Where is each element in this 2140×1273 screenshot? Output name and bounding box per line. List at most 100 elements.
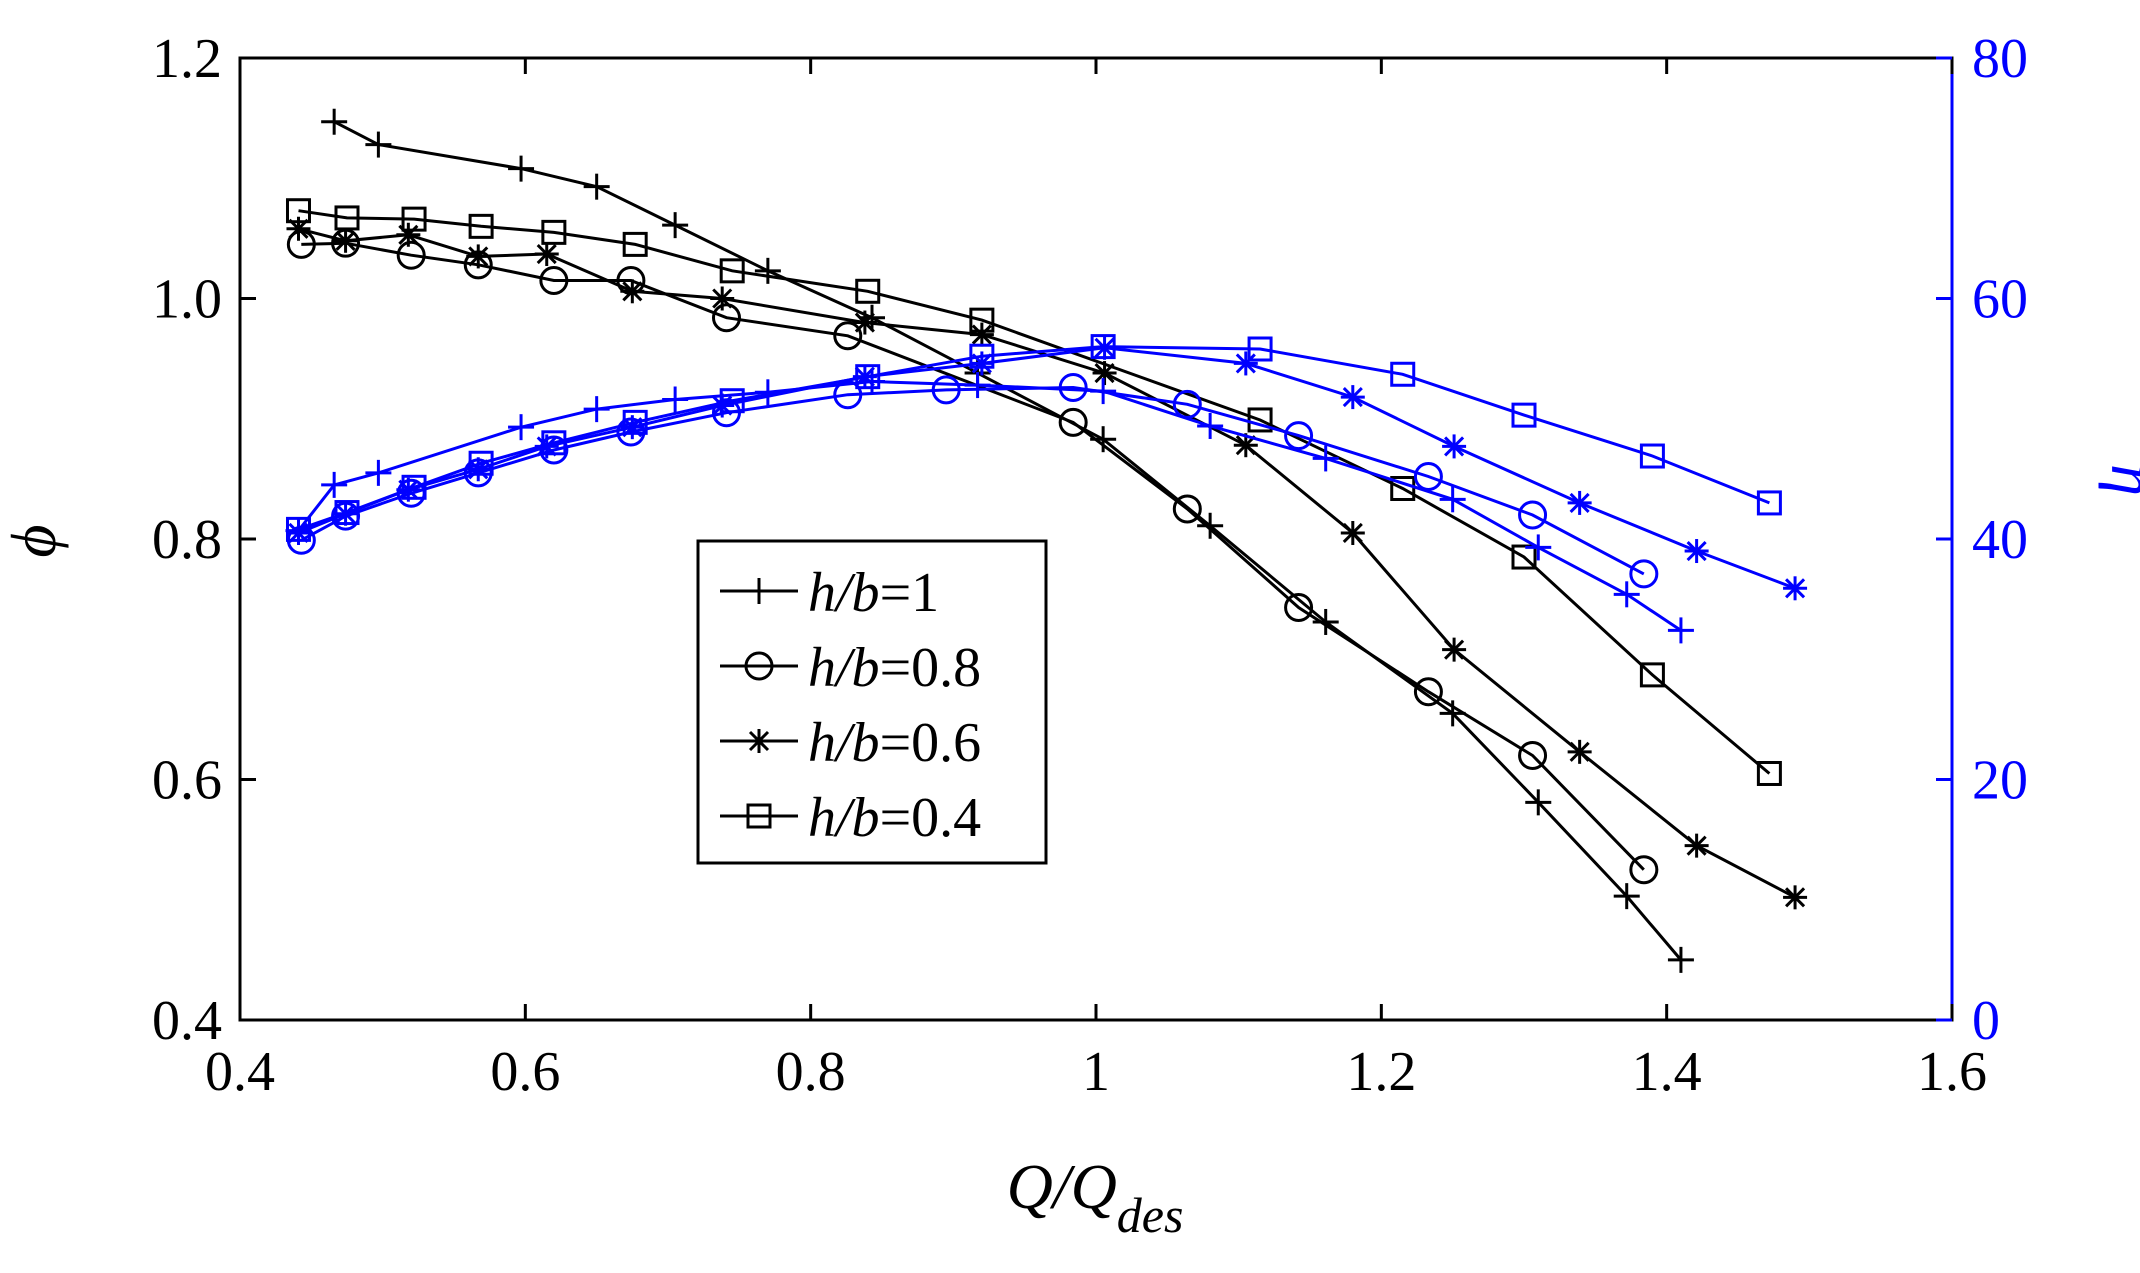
legend-label-var: h/b <box>808 787 880 849</box>
y-left-tick-label: 1.0 <box>152 269 222 331</box>
eta-point-2-13-d <box>1569 492 1590 513</box>
x-axis-title-sub: des <box>1117 1187 1184 1243</box>
phi-point-0-4 <box>662 212 689 239</box>
phi-point-2-5 <box>620 279 645 304</box>
phi-point-1-9-ring <box>1172 494 1202 524</box>
phi-point-0-10 <box>1312 608 1339 635</box>
y-left-tick-label: 0.8 <box>152 509 222 571</box>
phi-point-2-14-d <box>1686 835 1707 856</box>
phi-point-2-5-d <box>622 281 643 302</box>
series-layer <box>285 108 1808 973</box>
phi-point-3-11 <box>1511 544 1537 570</box>
eta-point-0-2 <box>365 459 392 486</box>
phi-point-2-11 <box>1340 520 1365 545</box>
eta-point-3-6 <box>719 388 745 414</box>
phi-point-1-12 <box>1518 740 1548 770</box>
eta-point-3-13-box <box>1639 443 1665 469</box>
phi-point-0-1 <box>365 131 392 158</box>
phi-point-3-0 <box>285 198 311 224</box>
phi-point-2-4 <box>534 242 559 267</box>
legend-marker <box>744 651 774 681</box>
phi-point-0-5 <box>754 257 781 284</box>
eta-point-1-11 <box>1284 421 1314 451</box>
legend-label: h/b=1 <box>808 562 939 624</box>
legend-label-value: =0.6 <box>880 712 982 774</box>
x-tick-label: 0.4 <box>205 1041 275 1103</box>
eta-point-0-3 <box>508 414 535 441</box>
eta-point-3-2 <box>401 474 427 500</box>
phi-point-0-2 <box>508 155 535 182</box>
phi-point-1-13-ring <box>1629 855 1659 885</box>
eta-point-1-14 <box>1629 559 1659 589</box>
y-right-tick-label: 80 <box>1972 28 2028 90</box>
eta-point-1-9 <box>1058 372 1088 402</box>
eta-point-0-5 <box>662 386 689 413</box>
eta-point-3-7-box <box>855 364 881 390</box>
y-right-tick-label: 20 <box>1972 750 2028 812</box>
eta-point-3-11-box <box>1390 361 1416 387</box>
phi-point-3-3-box <box>468 213 494 239</box>
eta-point-3-3-box <box>468 450 494 476</box>
eta-point-0-13 <box>1525 534 1552 561</box>
legend-label: h/b=0.8 <box>808 637 981 699</box>
eta-point-2-14-d <box>1686 540 1707 562</box>
legend-label: h/b=0.4 <box>808 787 981 849</box>
eta-point-1-13 <box>1518 500 1548 530</box>
x-tick-label: 1.4 <box>1632 1041 1702 1103</box>
y-left-tick-label: 0.6 <box>152 750 222 812</box>
eta-point-3-10-box <box>1247 336 1273 362</box>
eta-point-0-7 <box>859 368 886 395</box>
phi-point-3-1 <box>334 205 360 231</box>
eta-line-3 <box>298 345 1770 531</box>
eta-point-3-8-box <box>969 343 995 369</box>
eta-point-1-12 <box>1413 461 1443 491</box>
eta-point-2-13 <box>1567 490 1592 515</box>
phi-point-1-2 <box>396 240 426 270</box>
x-tick-label: 1.2 <box>1346 1041 1416 1103</box>
phi-point-2-4-d <box>536 243 557 265</box>
legend-marker <box>746 578 772 604</box>
eta-point-3-5 <box>622 409 648 435</box>
y-axis-right-title: η <box>2098 464 2140 496</box>
phi-point-3-0-box <box>285 198 311 224</box>
phi-point-0-12 <box>1525 789 1552 816</box>
y-left-tick-label: 1.2 <box>152 28 222 90</box>
eta-point-0-11 <box>1312 445 1339 472</box>
legend-label-var: h/b <box>808 637 880 699</box>
eta-point-1-12-ring <box>1413 461 1443 491</box>
phi-point-0-0 <box>321 108 348 135</box>
phi-point-0-3 <box>583 173 610 200</box>
phi-point-3-8 <box>969 307 995 333</box>
legend-label: h/b=0.6 <box>808 712 981 774</box>
x-axis-title-main: Q/Q <box>1007 1151 1117 1222</box>
phi-point-3-7-box <box>855 278 881 304</box>
eta-point-1-10-ring <box>1172 389 1202 419</box>
phi-point-1-10-ring <box>1284 593 1314 623</box>
ticks-layer: 0.4 0.6 0.8 1 1.2 1.4 1.6 0.4 0.6 0.8 1.0 1.2 0 20 40 6… <box>152 28 2028 1103</box>
phi-point-1-10 <box>1284 593 1314 623</box>
phi-point-1-7 <box>833 321 863 351</box>
phi-point-2-12 <box>1442 637 1467 662</box>
x-tick-label: 1.6 <box>1917 1041 1987 1103</box>
phi-point-2-13-d <box>1569 741 1590 762</box>
eta-point-3-4 <box>541 430 567 456</box>
eta-series-3 <box>285 334 1782 542</box>
y-left-tick-label: 0.4 <box>152 990 222 1052</box>
y-right-tick-label: 60 <box>1972 269 2028 331</box>
eta-point-1-11-ring <box>1284 421 1314 451</box>
phi-point-3-10-box <box>1390 475 1416 501</box>
legend-marker <box>746 803 772 829</box>
eta-point-3-0 <box>285 516 311 542</box>
eta-point-3-0-box <box>285 516 311 542</box>
phi-point-3-6-box <box>719 258 745 284</box>
phi-point-3-13 <box>1756 760 1782 786</box>
eta-point-2-10 <box>1233 351 1258 376</box>
phi-point-2-6 <box>710 286 735 311</box>
phi-point-2-6-d <box>712 288 733 309</box>
phi-point-3-11-box <box>1511 544 1537 570</box>
eta-point-1-13-ring <box>1518 500 1548 530</box>
eta-point-2-15 <box>1783 576 1808 601</box>
eta-point-3-14 <box>1756 490 1782 516</box>
